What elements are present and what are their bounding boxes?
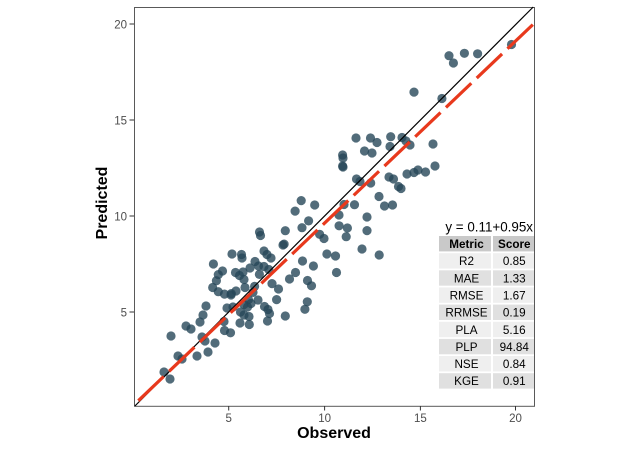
- svg-text:0.85: 0.85: [503, 255, 526, 268]
- svg-text:1.67: 1.67: [503, 289, 526, 302]
- svg-text:5: 5: [225, 413, 231, 425]
- svg-text:15: 15: [414, 413, 427, 425]
- svg-text:15: 15: [114, 115, 127, 127]
- svg-text:5.16: 5.16: [503, 324, 526, 337]
- svg-text:Predicted: Predicted: [94, 167, 111, 240]
- svg-text:20: 20: [114, 19, 127, 31]
- svg-text:20: 20: [509, 413, 522, 425]
- svg-text:0.91: 0.91: [503, 375, 526, 388]
- svg-text:94.84: 94.84: [500, 341, 530, 354]
- svg-text:NSE: NSE: [454, 358, 478, 371]
- svg-text:10: 10: [114, 211, 127, 223]
- svg-text:0.84: 0.84: [503, 358, 526, 371]
- svg-text:PLP: PLP: [455, 341, 477, 354]
- svg-text:KGE: KGE: [454, 375, 479, 388]
- svg-text:Metric: Metric: [449, 238, 484, 251]
- svg-text:Observed: Observed: [297, 425, 371, 442]
- svg-text:MAE: MAE: [454, 272, 480, 285]
- svg-text:1.33: 1.33: [503, 272, 526, 285]
- svg-text:0.19: 0.19: [503, 307, 526, 320]
- svg-text:10: 10: [318, 413, 331, 425]
- svg-text:R2: R2: [459, 255, 474, 268]
- svg-text:PLA: PLA: [455, 324, 477, 337]
- svg-text:y = 0.11+0.95x: y = 0.11+0.95x: [445, 219, 533, 234]
- svg-text:5: 5: [121, 307, 127, 319]
- svg-text:RMSE: RMSE: [450, 289, 484, 302]
- svg-text:Score: Score: [498, 238, 531, 251]
- svg-text:RRMSE: RRMSE: [445, 307, 487, 320]
